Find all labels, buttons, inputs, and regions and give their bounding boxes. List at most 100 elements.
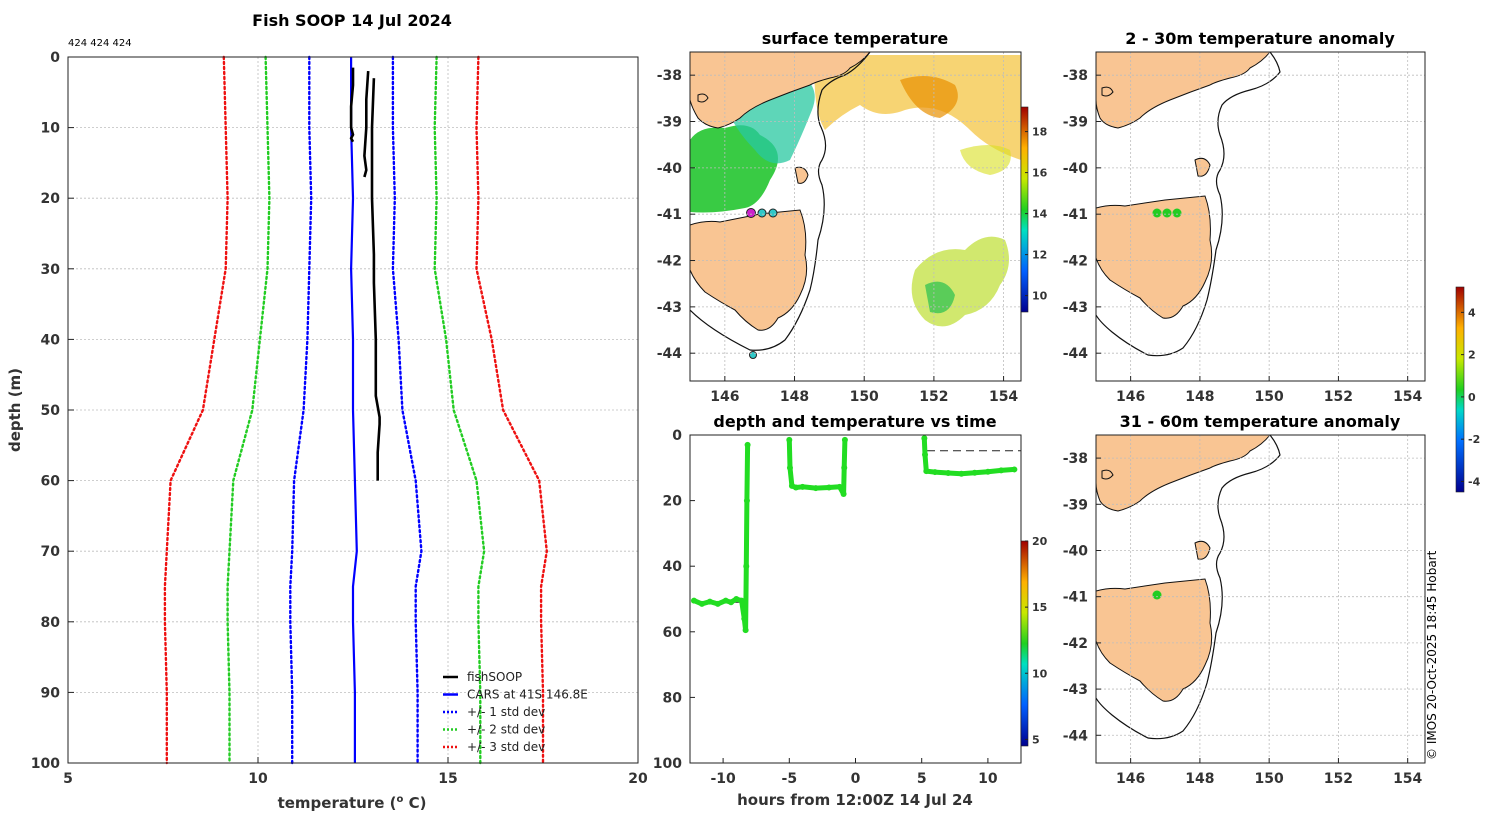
map-lon-label: 154 (1393, 389, 1422, 405)
map-lon-label: 150 (1255, 389, 1284, 405)
surface-colorbar-ticks: 10 12 14 16 18 (1025, 126, 1048, 303)
station-marker (1162, 208, 1172, 218)
timeseries-ytick-label: 0 (672, 428, 682, 444)
timeseries-ytick-label: 40 (663, 559, 683, 575)
profile-ylabel-text: depth (m) (6, 368, 24, 452)
profile-ytick-label: 50 (41, 403, 61, 419)
anomaly-deep-shelf-contour (1096, 435, 1281, 740)
profile-std2-lower-line (226, 55, 271, 765)
timeseries-point (738, 597, 745, 604)
map-lon-label: 152 (1324, 389, 1353, 405)
timeseries-point (743, 563, 750, 570)
colorbar-tick-label: 12 (1032, 249, 1047, 262)
timeseries-xtick-label: 10 (978, 771, 998, 787)
legend-label: +/- 2 std dev (467, 723, 545, 737)
anomaly-deep-map: 31 - 60m temperature anomaly 146 148 150 15… (1063, 412, 1426, 787)
timeseries-title: depth and temperature vs time (713, 412, 996, 431)
station-marker (757, 208, 767, 218)
surface-map-content (690, 52, 1021, 381)
timeseries-xtick-label: -10 (710, 771, 736, 787)
legend-label: +/- 1 std dev (467, 705, 545, 719)
timeseries-point (922, 451, 929, 458)
profile-ytick-label: 40 (41, 332, 61, 348)
timeseries-point (998, 467, 1005, 474)
map-lon-label: 152 (919, 389, 948, 405)
timeseries-point (836, 483, 843, 490)
map-lat-label: -38 (1063, 451, 1088, 467)
map-lat-label: -38 (657, 68, 682, 84)
flinders-island (794, 166, 809, 184)
timeseries-point (841, 464, 848, 471)
flinders-island (1194, 540, 1211, 560)
station-marker (749, 351, 757, 359)
map-lon-label: 152 (1324, 771, 1353, 787)
profile-ylabel: depth (m) (6, 368, 24, 452)
colorbar-tick-label: 4 (1468, 306, 1476, 319)
surface-map-title: surface temperature (762, 29, 949, 48)
anomaly-deep-axes: 146 148 150 152 154 -38 -39 -40 -41 -42 -43 -44 (1063, 435, 1425, 787)
timeseries-ytick-label: 60 (663, 625, 683, 641)
map-lat-label: -40 (1063, 161, 1089, 177)
timeseries-point (714, 600, 721, 607)
profile-cars-mean-line (349, 57, 358, 763)
colorbar-tick-label: 2 (1468, 349, 1476, 362)
profile-counts: 424 424 424 (68, 38, 132, 49)
surface-colorbar: 10 12 14 16 18 (1020, 106, 1048, 313)
profile-axes: 5 10 15 20 0 10 20 30 40 50 60 70 80 90 100 (31, 50, 648, 787)
timeseries-point (1011, 466, 1018, 473)
map-lat-label: -42 (657, 254, 682, 270)
profile-ytick-label: 20 (41, 191, 61, 207)
station-marker (746, 208, 756, 218)
mainland-australia (1096, 435, 1271, 512)
timeseries-point (741, 615, 748, 622)
timeseries-point (733, 596, 740, 602)
map-lat-label: -39 (1063, 115, 1088, 131)
profile-xlabel-main: temperature ( (278, 794, 397, 812)
surface-temperature-map: surface temperature 146 148 150 152 154-38- (657, 29, 1048, 405)
timeseries-ytick-label: 100 (653, 756, 682, 772)
timeseries-point (742, 627, 749, 634)
station-marker (1172, 208, 1182, 218)
king-island (697, 93, 709, 103)
profile-xlabel-sup: o (396, 794, 403, 805)
map-lat-label: -44 (1063, 346, 1089, 362)
profile-xtick-label: 15 (438, 771, 457, 787)
timeseries-point (744, 441, 751, 448)
map-lon-label: 154 (989, 389, 1018, 405)
station-marker (1152, 208, 1162, 218)
flinders-island (1194, 157, 1211, 177)
colorbar-tick-label: 15 (1032, 601, 1047, 614)
map-lat-label: -41 (657, 207, 682, 223)
profile-fishsoop-line (349, 67, 355, 143)
legend-label: +/- 3 std dev (467, 740, 545, 754)
profile-panel: Fish SOOP 14 Jul 2024 424 424 424 5 10 15 2… (6, 11, 648, 812)
profile-ytick-label: 80 (41, 615, 61, 631)
colorbar-tick-label: -4 (1468, 475, 1481, 488)
profile-ytick-label: 0 (50, 50, 60, 66)
colorbar-tick-label: 5 (1032, 733, 1040, 746)
map-lat-label: -40 (657, 161, 683, 177)
map-lon-label: 148 (1185, 771, 1214, 787)
timeseries-point (743, 497, 750, 504)
surface-shelf-contour (690, 52, 871, 351)
station-marker (768, 208, 778, 218)
colorbar-tick-label: 16 (1032, 167, 1048, 180)
colorbar-tick-label: 20 (1032, 535, 1048, 548)
anomaly-shallow-title: 2 - 30m temperature anomaly (1125, 29, 1395, 48)
map-lat-label: -39 (1063, 497, 1088, 513)
mainland-australia (690, 52, 871, 129)
map-lat-label: -43 (657, 300, 682, 316)
sst-patch-northeast (814, 55, 1021, 160)
profile-ytick-label: 90 (41, 685, 61, 701)
profile-std2-upper-line (433, 55, 486, 765)
anomaly-deep-title: 31 - 60m temperature anomaly (1120, 412, 1401, 431)
timeseries-point (690, 597, 697, 604)
legend-label: fishSOOP (467, 670, 522, 684)
colorbar-tick-label: 18 (1032, 126, 1047, 139)
tasmania (1096, 578, 1213, 702)
timeseries-colorbar-ticks: 5 10 15 20 (1025, 535, 1048, 746)
profile-lines (163, 55, 549, 765)
sst-patch-southeast-cool (925, 281, 955, 314)
anomaly-colorbar-ticks: 4 2 0 -2 -4 (1461, 306, 1481, 488)
timeseries-point (971, 469, 978, 476)
